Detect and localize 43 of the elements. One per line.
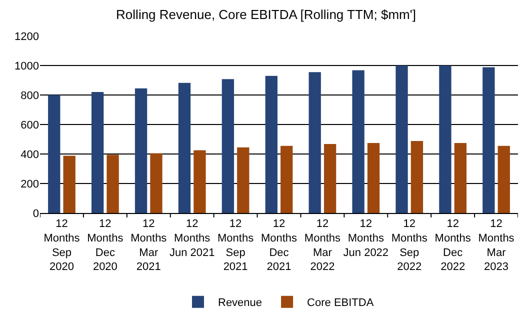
x-tick-label: 12 Months Jun 2022 <box>343 218 389 259</box>
x-tick-label: 12 Months Sep 2021 <box>218 218 254 274</box>
legend-label: Revenue <box>218 297 262 310</box>
bar <box>482 67 495 213</box>
bar <box>280 146 293 213</box>
y-tick-label: 1200 <box>14 30 39 43</box>
bar <box>396 66 408 213</box>
bar <box>367 142 380 213</box>
bar <box>178 82 191 213</box>
bar <box>134 88 148 213</box>
bar <box>63 156 76 213</box>
legend-label: Core EBITDA <box>307 297 374 310</box>
bar <box>150 153 162 213</box>
x-tick-label: 12 Months Dec 2021 <box>260 218 298 274</box>
bar <box>91 92 104 213</box>
y-tick-label: 1000 <box>14 60 39 72</box>
bar <box>237 147 250 213</box>
bar <box>48 95 60 213</box>
bar <box>106 154 119 213</box>
bar <box>222 79 234 213</box>
bar <box>265 76 278 213</box>
x-tick-label: 12 Months Dec 2020 <box>87 218 124 274</box>
bar <box>498 146 510 213</box>
bar <box>194 150 206 213</box>
bar <box>352 70 364 213</box>
x-tick-label: 12 Months Mar 2023 <box>478 218 515 274</box>
y-tick-label: 400 <box>20 148 39 161</box>
chart-title: Rolling Revenue, Core EBITDA [Rolling TTM; $mm'] <box>116 6 416 22</box>
bar <box>410 141 424 213</box>
x-tick-label: 12 Months Mar 2021 <box>130 218 168 274</box>
bar <box>324 144 336 213</box>
x-tick-label: 12 Months Sep 2022 <box>391 218 428 274</box>
bar <box>308 72 321 213</box>
bar <box>454 142 467 213</box>
y-tick-label: 0 <box>32 208 39 220</box>
y-tick-label: 800 <box>20 90 39 102</box>
y-tick-label: 200 <box>20 178 39 190</box>
bar <box>439 66 452 213</box>
x-tick-label: 12 Months Mar 2022 <box>304 218 341 274</box>
y-tick-label: 600 <box>20 119 39 132</box>
x-tick-label: 12 Months Sep 2020 <box>44 218 80 274</box>
x-tick-label: 12 Months Dec 2022 <box>434 218 472 274</box>
x-tick-label: 12 Months Jun 2021 <box>169 218 215 259</box>
